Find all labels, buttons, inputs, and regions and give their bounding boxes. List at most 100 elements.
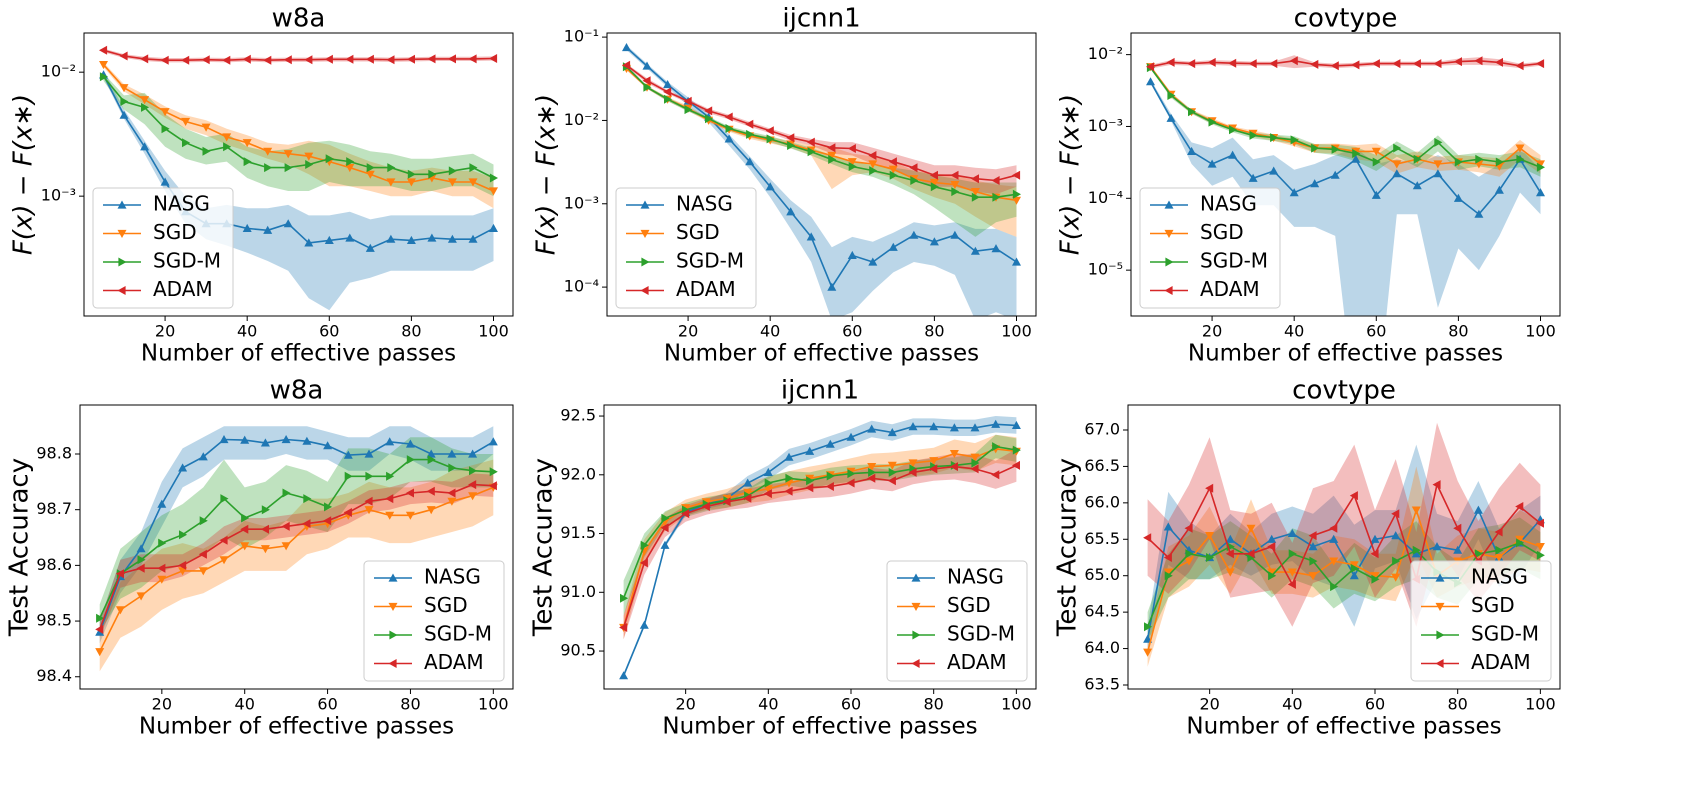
data-point — [828, 155, 837, 164]
legend-marker — [388, 659, 397, 668]
legend-label: SGD-M — [676, 249, 744, 273]
data-point — [427, 233, 437, 242]
y-tick-label: 10⁻⁵ — [1088, 260, 1123, 279]
data-point — [468, 492, 478, 501]
data-point — [847, 469, 856, 479]
data-point — [1494, 553, 1504, 562]
data-point — [1184, 557, 1194, 566]
data-point — [219, 435, 229, 444]
legend-box — [92, 187, 234, 309]
data-point — [179, 530, 188, 540]
data-point — [1475, 154, 1484, 164]
confidence-band — [1147, 422, 1541, 627]
data-point — [240, 524, 249, 534]
data-point — [825, 439, 835, 448]
subplot: w8a Number of effective passes F(x) − F(x∗… — [9, 4, 514, 367]
data-point — [1453, 523, 1462, 533]
y-tick-label: 64.0 — [1084, 638, 1120, 657]
y-tick-label: 10⁻² — [1088, 44, 1123, 63]
legend-label: NASG — [676, 192, 733, 216]
x-tick-label: 100 — [478, 695, 509, 714]
data-point — [1012, 170, 1021, 180]
data-point — [1411, 549, 1421, 558]
data-point — [1012, 189, 1021, 199]
data-point — [281, 435, 291, 444]
data-point — [1412, 181, 1422, 190]
data-point — [805, 446, 815, 455]
legend-label: NASG — [947, 565, 1004, 589]
data-point — [386, 471, 395, 481]
data-point — [281, 521, 290, 531]
y-tick-label: 10⁻³ — [564, 193, 599, 212]
data-point — [970, 423, 980, 432]
data-point — [364, 506, 374, 515]
data-point — [386, 55, 395, 65]
legend-label: SGD-M — [424, 622, 492, 646]
data-point — [198, 549, 207, 559]
series-line — [98, 438, 494, 633]
legend-label: SGD — [1471, 593, 1515, 617]
data-point — [1287, 568, 1297, 577]
data-point — [1184, 523, 1193, 533]
legend-label: SGD-M — [1471, 622, 1539, 646]
data-point — [1433, 59, 1442, 69]
data-point — [1494, 57, 1503, 67]
data-point — [468, 480, 477, 490]
data-point — [1289, 56, 1298, 66]
series-line — [102, 74, 494, 250]
data-point — [447, 488, 456, 498]
data-point — [888, 467, 897, 477]
data-point — [385, 511, 395, 520]
y-tick-label: 65.5 — [1084, 529, 1120, 548]
data-point — [323, 516, 332, 526]
data-point — [991, 244, 1001, 253]
data-point — [1349, 571, 1359, 580]
data-point — [784, 486, 793, 496]
data-point — [1143, 533, 1152, 543]
legend-marker — [1164, 286, 1173, 295]
data-point — [96, 613, 105, 623]
data-point — [867, 424, 877, 433]
y-tick-label: 10⁻² — [41, 62, 76, 81]
data-point — [1166, 113, 1176, 122]
data-point — [930, 182, 939, 192]
data-point — [1311, 143, 1320, 153]
data-point — [827, 151, 837, 160]
legend-label: SGD — [947, 593, 991, 617]
legend-marker — [912, 630, 921, 640]
data-point — [385, 494, 394, 504]
legend-box — [1410, 560, 1552, 682]
legend-box — [363, 560, 505, 682]
data-point — [949, 462, 958, 472]
data-point — [178, 463, 188, 472]
x-tick-label: 100 — [478, 322, 509, 341]
legend-label: ADAM — [424, 650, 484, 674]
legend-marker — [388, 602, 398, 611]
data-point — [1536, 160, 1545, 169]
x-tick-label: 40 — [1282, 695, 1302, 714]
data-point — [263, 55, 272, 65]
data-point — [120, 97, 129, 106]
data-point — [305, 160, 314, 169]
data-point — [970, 246, 980, 255]
data-point — [283, 55, 292, 65]
data-point — [1411, 506, 1421, 515]
data-point — [157, 499, 167, 508]
data-point — [1248, 59, 1257, 69]
y-tick-label: 63.5 — [1084, 674, 1120, 693]
legend-label: SGD-M — [153, 249, 221, 273]
data-point — [405, 511, 415, 520]
data-point — [683, 96, 692, 106]
data-point — [1453, 545, 1463, 554]
x-tick-label: 60 — [317, 695, 337, 714]
y-axis-label: Test Accuracy — [529, 458, 559, 637]
legend-marker — [1435, 573, 1445, 582]
x-tick-label: 80 — [1448, 695, 1468, 714]
data-point — [1515, 535, 1525, 544]
data-point — [405, 439, 415, 448]
data-point — [1391, 509, 1400, 519]
axes-frame — [603, 404, 1037, 690]
data-point — [141, 102, 150, 112]
legend-label: SGD-M — [1200, 249, 1268, 273]
data-point — [242, 223, 252, 232]
